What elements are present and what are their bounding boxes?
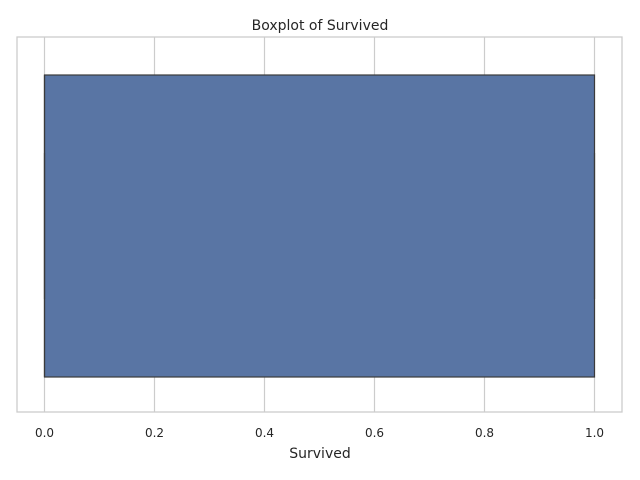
box-iqr [43, 74, 596, 378]
x-tick-label-3: 0.6 [365, 426, 384, 440]
x-axis-label: Survived [289, 446, 350, 462]
x-tick-label-1: 0.2 [145, 426, 164, 440]
x-tick-labels: 0.0 0.2 0.4 0.6 0.8 1.0 [35, 426, 604, 440]
x-tick-label-0: 0.0 [35, 426, 54, 440]
chart-title: Boxplot of Survived [252, 18, 389, 34]
x-tick-label-5: 1.0 [585, 426, 604, 440]
box-group [43, 74, 596, 378]
plot-frame [16, 36, 623, 413]
x-tick-label-4: 0.8 [475, 426, 494, 440]
x-tick-label-2: 0.4 [255, 426, 274, 440]
